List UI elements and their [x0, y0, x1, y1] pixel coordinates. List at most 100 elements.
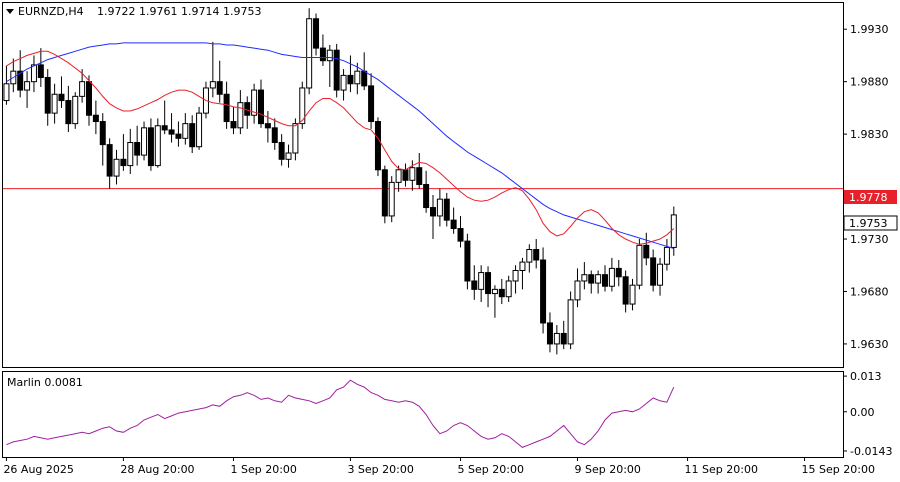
candle — [237, 90, 244, 135]
candle — [368, 73, 375, 129]
indicator-pane-frame — [2, 371, 844, 458]
candle — [216, 60, 223, 103]
candle — [113, 149, 120, 185]
candle-body-bull — [326, 49, 333, 62]
candle — [595, 270, 602, 294]
candle-body-bear — [65, 100, 72, 125]
candle — [381, 165, 388, 224]
candle-body-bull — [512, 269, 519, 282]
candle — [485, 266, 492, 308]
candle-body-bear — [450, 219, 457, 230]
candle-body-bear — [402, 169, 409, 181]
candle-body-bull — [595, 274, 602, 284]
candle — [636, 239, 643, 290]
candle — [264, 111, 271, 143]
candle — [30, 55, 37, 93]
candle-body-bear — [216, 81, 223, 95]
candle-body-bear — [44, 76, 51, 114]
candle-body-bear — [650, 257, 657, 286]
candle — [491, 285, 498, 318]
time-tick-label: 1 Sep 20:00 — [230, 463, 296, 476]
candle-body-bear — [498, 288, 505, 298]
candle — [354, 62, 361, 95]
price-tick-label: 1.9930 — [850, 23, 889, 36]
candle-body-bear — [423, 183, 430, 209]
candle-body-bear — [643, 244, 650, 259]
time-tick-label: 3 Sep 20:00 — [347, 463, 413, 476]
candle-body-bear — [457, 228, 464, 242]
indicator-tick-label: 0.013 — [850, 370, 882, 383]
candle-body-bear — [278, 142, 285, 160]
candle-body-bear — [147, 127, 154, 167]
candle — [182, 113, 189, 145]
candle — [663, 239, 670, 271]
candle-body-bear — [319, 47, 326, 62]
candle — [553, 325, 560, 355]
price-tick-label: 1.9630 — [850, 338, 889, 351]
current-price-tag — [843, 215, 898, 231]
candle — [319, 34, 326, 66]
candle-body-bear — [430, 207, 436, 217]
candle-body-bull — [553, 332, 560, 345]
candle-body-bull — [3, 83, 10, 102]
candle — [423, 170, 430, 213]
price-pane-frame — [2, 2, 844, 368]
candle — [643, 232, 650, 266]
time-tick-label: 28 Aug 20:00 — [120, 463, 194, 476]
candle — [574, 268, 581, 308]
candle-body-bear — [175, 133, 182, 139]
candle-body-bear — [381, 169, 388, 217]
candle-body-bull — [299, 87, 306, 125]
candle-body-bear — [230, 121, 237, 129]
level-price-tag — [844, 190, 897, 204]
candle — [44, 69, 51, 126]
candle-body-bear — [223, 93, 230, 123]
candle — [471, 265, 478, 300]
candle-body-bear — [264, 123, 271, 129]
candle — [168, 113, 175, 143]
candle — [37, 48, 44, 87]
candle-body-bear — [560, 332, 567, 345]
candle — [443, 192, 450, 227]
candle — [608, 257, 615, 292]
candle-body-bear — [443, 198, 450, 221]
candle-body-bull — [395, 169, 402, 183]
candle — [560, 320, 567, 350]
candle — [657, 257, 664, 296]
candle — [106, 138, 113, 189]
candle-body-bull — [567, 299, 574, 345]
oscillator-line — [6, 379, 675, 448]
candles — [3, 8, 677, 355]
ohlc-label: 1.9722 1.9761 1.9714 1.9753 — [97, 5, 261, 18]
candle — [209, 41, 216, 98]
time-axis: 26 Aug 2025 28 Aug 20:00 1 Sep 20:00 3 Sep … — [3, 457, 875, 476]
candle-body-bear — [546, 322, 553, 345]
candle — [251, 83, 258, 124]
candle-body-bear — [106, 144, 113, 177]
candle-body-bear — [622, 276, 629, 305]
candle-body-bear — [99, 121, 106, 146]
time-tick-label: 5 Sep 20:00 — [458, 463, 524, 476]
candle-body-bull — [292, 123, 299, 154]
candle — [388, 176, 395, 223]
candle — [313, 13, 320, 56]
candle-body-bull — [388, 181, 395, 217]
candle — [546, 312, 553, 353]
candle — [533, 239, 540, 269]
candle — [526, 244, 533, 273]
candle — [306, 8, 313, 95]
candle-body-bull — [574, 280, 581, 301]
candle-body-bull — [154, 125, 161, 167]
candle-body-bear — [374, 121, 381, 171]
marlin-oscillator-line — [6, 379, 675, 448]
collapse-triangle-icon[interactable] — [6, 9, 14, 14]
candle — [416, 153, 423, 189]
price-tick-label: 1.9730 — [850, 233, 889, 246]
candle — [134, 125, 141, 166]
fast-ma-line — [6, 50, 675, 245]
candle — [154, 118, 161, 168]
candle — [65, 85, 72, 133]
symbol-label: EURNZD,H4 — [18, 5, 84, 18]
indicator-tick-label: -0.0143 — [850, 445, 892, 458]
candle-body-bull — [285, 152, 292, 160]
